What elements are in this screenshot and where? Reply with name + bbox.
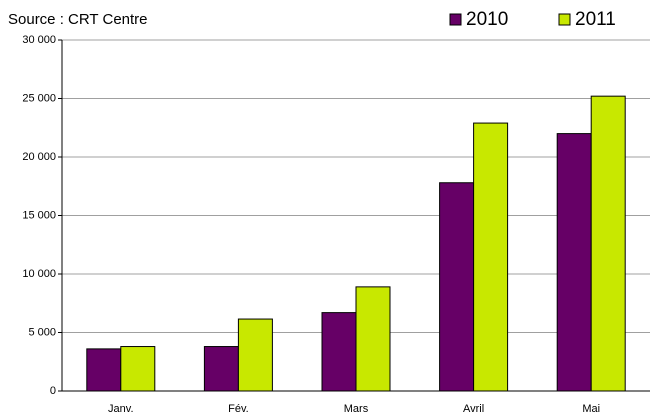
bar: [86, 348, 122, 392]
bar: [590, 95, 626, 392]
x-tick-label: Mai: [582, 403, 600, 415]
bar: [439, 182, 475, 392]
bar: [556, 133, 592, 392]
y-tick-label: 5 000: [28, 326, 56, 338]
source-note: Source : CRT Centre: [8, 11, 148, 28]
bar: [473, 122, 509, 392]
y-tick-label: 25 000: [22, 92, 56, 104]
y-tick-label: 10 000: [22, 268, 56, 280]
bar: [237, 318, 273, 392]
bar: [203, 346, 239, 392]
legend-swatch: [449, 13, 462, 26]
bar: [120, 346, 156, 392]
legend-label: 2010: [466, 9, 508, 30]
x-tick-label: Fév.: [228, 403, 249, 415]
y-tick-label: 0: [50, 385, 56, 397]
y-tick-label: 30 000: [22, 34, 56, 46]
bar: [355, 286, 391, 392]
bar: [321, 312, 357, 392]
legend-label: 2011: [575, 9, 616, 30]
x-tick-label: Janv.: [108, 403, 133, 415]
x-tick-label: Mars: [344, 403, 369, 415]
legend-swatch: [558, 13, 571, 26]
y-tick-label: 20 000: [22, 151, 56, 163]
x-tick-label: Avril: [463, 403, 484, 415]
y-tick-label: 15 000: [22, 209, 56, 221]
